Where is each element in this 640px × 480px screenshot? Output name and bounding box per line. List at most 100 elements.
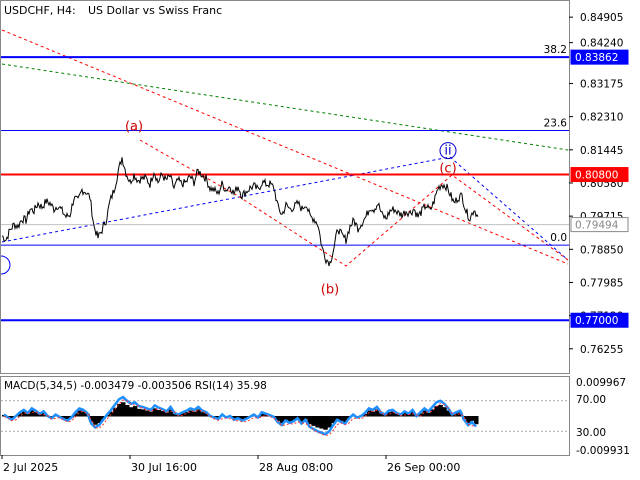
macd-bar [434, 406, 439, 417]
macd-bar [426, 412, 431, 417]
price-tick-label: 0.78850 [580, 244, 623, 256]
macd-bar [81, 411, 86, 417]
red-wave-path [139, 139, 569, 267]
macd-bar [394, 413, 400, 417]
time-axis-labels: 2 Jul 2025 30 Jul 16:00 28 Aug 08:00 26 Sep… [1, 455, 460, 474]
price-tick-label: 0.84240 [580, 38, 623, 50]
indicator-tick-label: 0.009967 [576, 377, 626, 389]
price-panel-frame [0, 0, 570, 374]
macd-bar [113, 407, 118, 417]
macd-bar [374, 409, 380, 417]
macd-bar [77, 410, 82, 417]
wave-label: ii [444, 144, 451, 159]
macd-bar [311, 416, 316, 426]
wave-label: (c) [439, 162, 456, 177]
price-tick-label: 0.81445 [580, 145, 623, 157]
macd-bar [430, 409, 435, 417]
macd-bar [339, 416, 344, 421]
macd-bar [136, 408, 142, 417]
macd-bar [156, 409, 162, 417]
macd-bar [243, 416, 249, 419]
macd-bar [204, 413, 209, 417]
macd-bar [319, 416, 324, 429]
macd-bar [17, 413, 23, 417]
macd-bar [109, 411, 114, 417]
macd-bar [152, 408, 158, 417]
macd-bar [33, 412, 39, 417]
macd-bar [466, 416, 471, 424]
macd-bar [160, 411, 166, 417]
macd-bar [128, 407, 134, 417]
price-axis-tags: 0.83862 0.80800 0.79494 0.77000 [570, 49, 629, 328]
macd-bar [164, 412, 170, 417]
indicator-tick-label: -0.009931 [576, 445, 630, 457]
macd-bar [25, 413, 31, 417]
macd-bar [200, 412, 205, 417]
macd-bar [124, 405, 130, 417]
macd-bar [299, 416, 304, 422]
macd-bar [121, 402, 126, 417]
macd-bar [240, 416, 245, 420]
macd-bar [438, 405, 443, 417]
fib-label: 38.2 [544, 44, 567, 56]
macd-bar [9, 416, 15, 420]
macd-bar [93, 416, 98, 425]
price-tick-label: 0.82310 [580, 112, 623, 124]
macd-bar [291, 416, 297, 421]
green-trendline [1, 63, 569, 151]
macd-bar [172, 413, 178, 417]
macd-bar [331, 416, 336, 424]
price-tick-label: 0.84905 [580, 12, 623, 24]
wave-label: (b) [321, 282, 339, 297]
macd-bar [283, 416, 289, 420]
price-levels [1, 56, 569, 322]
macd-bar [263, 414, 269, 417]
macd-bar [259, 413, 265, 417]
macd-bar [180, 413, 185, 417]
macd-bar [21, 411, 27, 417]
price-tick-label: 0.77985 [580, 277, 623, 289]
left-edge-circle-marker [0, 255, 11, 275]
macd-bar [315, 416, 320, 428]
trendlines [1, 29, 569, 267]
macd-bar [454, 413, 459, 417]
macd-bar [378, 413, 384, 417]
macd-bar [61, 416, 66, 419]
indicator-tick-label: 30.00 [576, 427, 606, 439]
macd-bar [188, 410, 193, 417]
macd-bar [132, 406, 138, 417]
macd-bar [168, 409, 174, 417]
macd-bar [140, 409, 146, 417]
price-line [1, 157, 479, 267]
price-tag-label: 0.79494 [575, 220, 619, 232]
macd-bar [386, 412, 392, 417]
macd-bar [275, 416, 281, 421]
fib-label: 0.0 [550, 232, 567, 244]
indicator-title: MACD(5,34,5) -0.003479 -0.003506 RSI(14)… [4, 380, 267, 392]
time-tick-label: 2 Jul 2025 [3, 461, 58, 474]
macd-bar [335, 416, 340, 420]
blue-projection-line [449, 156, 569, 261]
time-tick-label: 28 Aug 08:00 [259, 461, 333, 474]
macd-bar [370, 411, 376, 417]
macd-bar [97, 416, 102, 424]
macd-bar [390, 411, 396, 417]
time-tick-label: 30 Jul 16:00 [131, 461, 197, 474]
macd-bar [418, 413, 423, 417]
macd-signal-line [3, 399, 477, 437]
macd-bar [232, 416, 237, 420]
price-tag-label: 0.83862 [575, 52, 618, 64]
macd-bar [474, 416, 479, 425]
macd-bar [287, 416, 293, 422]
macd-bar [184, 412, 189, 417]
indicator-panel-frame [0, 376, 570, 456]
macd-bar [29, 410, 35, 417]
price-tag-label: 0.77000 [575, 315, 618, 327]
indicator-tick-label: 70.00 [576, 394, 606, 406]
red-long-trendline [1, 29, 569, 265]
fib-labels: 38.2 23.6 0.0 [544, 44, 568, 244]
macd-bar [73, 413, 78, 417]
indicator-axis-ticks: 0.009967 70.00 30.00 -0.009931 [576, 377, 630, 457]
price-tick-label: 0.76255 [580, 344, 623, 356]
